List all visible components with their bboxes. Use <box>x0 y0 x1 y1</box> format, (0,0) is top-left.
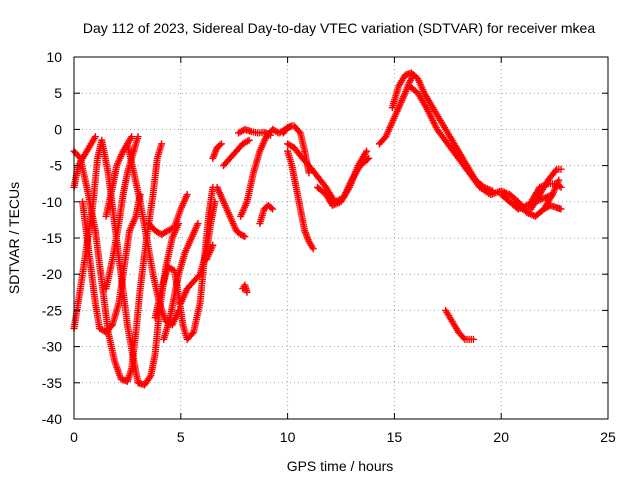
data-series-s12 <box>177 198 219 307</box>
y-tick-label: -25 <box>42 302 62 318</box>
x-axis-label: GPS time / hours <box>287 458 394 474</box>
data-point <box>211 198 219 206</box>
data-series-s22 <box>284 147 317 253</box>
y-tick-label: -40 <box>42 411 62 427</box>
data-series-s5 <box>102 133 136 220</box>
data-point <box>158 140 166 148</box>
data-point <box>365 154 373 162</box>
data-point <box>557 165 565 173</box>
x-tick-label: 0 <box>70 429 78 445</box>
y-tick-label: 10 <box>46 49 62 65</box>
data-point <box>262 129 270 137</box>
x-tick-label: 20 <box>493 429 509 445</box>
data-series-s28 <box>442 306 477 343</box>
data-point <box>260 128 268 136</box>
data-point <box>556 182 564 190</box>
x-tick-label: 10 <box>280 429 296 445</box>
chart-title: Day 112 of 2023, Sidereal Day-to-day VTE… <box>83 20 595 36</box>
data-point <box>194 220 202 228</box>
data-point <box>363 147 371 155</box>
data-point <box>265 130 273 138</box>
data-point <box>363 156 371 164</box>
data-point <box>517 204 525 212</box>
data-points-layer <box>70 69 565 389</box>
data-series-s10 <box>145 191 191 238</box>
data-series-s13 <box>209 140 225 162</box>
data-point <box>267 204 275 212</box>
data-series-s25 <box>375 71 418 148</box>
data-point <box>269 205 277 213</box>
data-series-s14 <box>202 241 217 264</box>
data-point <box>469 335 477 343</box>
data-series-s20 <box>256 201 277 228</box>
y-tick-label: -5 <box>50 158 63 174</box>
data-point <box>216 141 224 149</box>
data-point <box>557 183 565 191</box>
data-point <box>91 133 99 141</box>
data-point <box>557 205 565 213</box>
data-point <box>243 288 251 296</box>
data-point <box>309 245 317 253</box>
data-point <box>245 136 253 144</box>
data-series-s17 <box>239 281 251 296</box>
data-point <box>239 232 247 240</box>
x-tick-label: 15 <box>387 429 403 445</box>
data-series-s9 <box>123 140 183 329</box>
data-series-s15 <box>220 136 253 170</box>
data-series-s2 <box>70 140 166 385</box>
y-tick-label: -30 <box>42 339 62 355</box>
data-point <box>188 330 196 338</box>
tick-labels-layer: 0 5 10 15 20 25 10 5 0 -5 -10 -15 -20 -25 -30 -35 -40 <box>42 49 616 445</box>
data-point <box>241 233 249 241</box>
data-series-s11 <box>160 220 202 343</box>
data-point <box>217 140 225 148</box>
data-series-s32 <box>540 201 565 213</box>
data-series-s16 <box>213 183 249 241</box>
y-axis-label: SDTVAR / TECUs <box>6 182 22 294</box>
x-tick-label: 25 <box>600 429 616 445</box>
y-tick-label: 5 <box>54 85 62 101</box>
data-point <box>146 373 154 381</box>
data-point <box>460 334 468 342</box>
data-point <box>305 169 313 177</box>
data-point <box>244 137 252 145</box>
data-series-s31 <box>527 180 565 206</box>
data-series-s19 <box>234 125 275 139</box>
y-tick-label: -15 <box>42 230 62 246</box>
y-tick-label: -35 <box>42 375 62 391</box>
ticks-layer <box>73 56 609 420</box>
y-tick-label: -20 <box>42 266 62 282</box>
data-point <box>183 191 191 199</box>
data-point <box>209 241 217 249</box>
data-point <box>134 133 142 141</box>
data-point <box>263 130 271 138</box>
y-tick-label: 0 <box>54 121 62 137</box>
data-point <box>128 133 136 141</box>
y-tick-label: -10 <box>42 194 62 210</box>
data-series-s24 <box>314 147 371 209</box>
data-point <box>175 306 183 314</box>
data-point <box>548 191 556 199</box>
data-point <box>555 176 563 184</box>
data-point <box>552 167 560 175</box>
x-tick-label: 5 <box>177 429 185 445</box>
data-point <box>267 131 275 139</box>
